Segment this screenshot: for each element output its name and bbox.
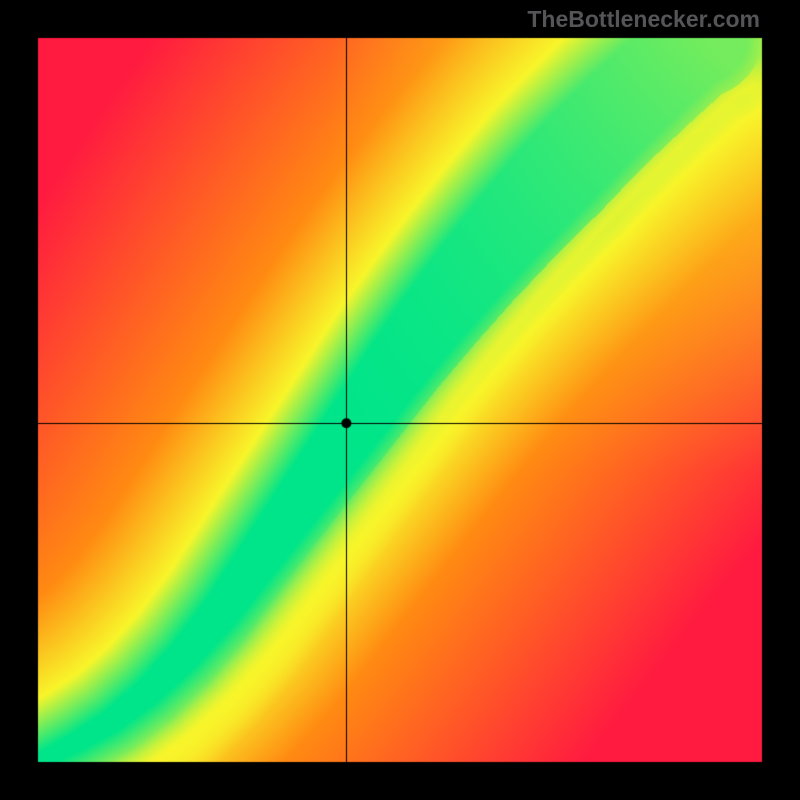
chart-container: TheBottlenecker.com <box>0 0 800 800</box>
watermark-text: TheBottlenecker.com <box>527 6 760 33</box>
bottleneck-heatmap <box>0 0 800 800</box>
